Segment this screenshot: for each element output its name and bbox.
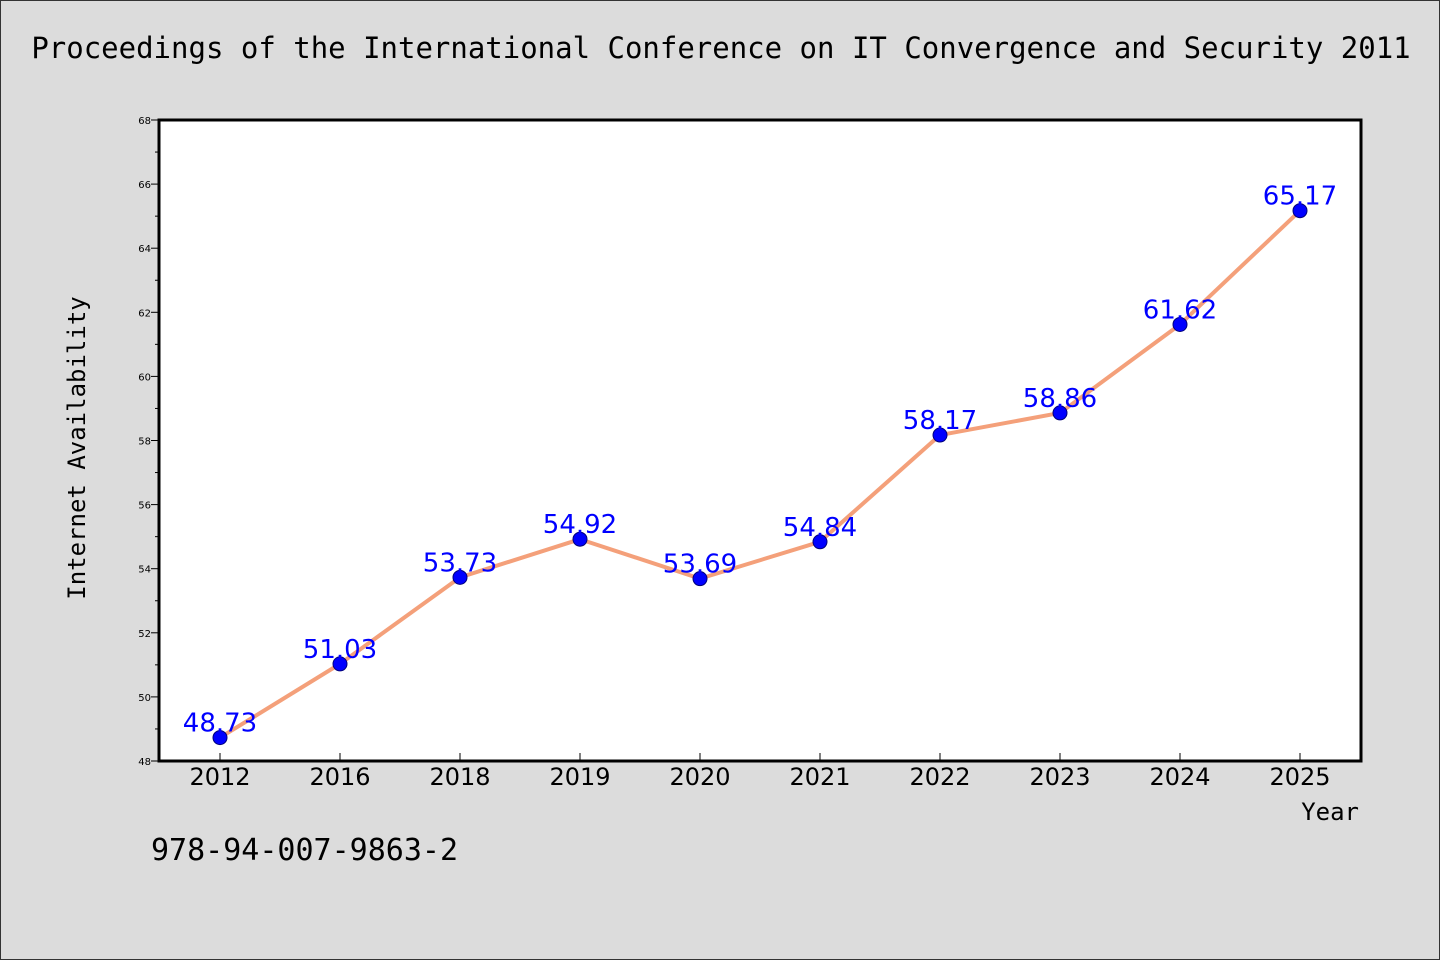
y-axis-title: Internet Availability <box>63 296 91 599</box>
data-point <box>932 427 948 443</box>
data-point <box>572 531 588 547</box>
y-tick-label: 64 <box>138 244 151 255</box>
y-tick-label: 56 <box>138 501 151 512</box>
x-tick-label: 2024 <box>1149 763 1210 791</box>
x-axis: 2012 2016 2018 2019 2020 2021 2022 2023 2024 2025 <box>189 753 1331 791</box>
data-label: 58.86 <box>1023 384 1097 414</box>
y-tick-label: 54 <box>138 565 151 576</box>
data-point <box>1172 316 1188 332</box>
data-point <box>212 730 228 746</box>
data-labels: 48.73 51.03 53.73 54.92 53.69 54.84 58.17 58.86… <box>183 182 1337 739</box>
x-tick-label: 2023 <box>1029 763 1090 791</box>
x-tick-label: 2012 <box>189 763 250 791</box>
y-tick-label: 50 <box>138 693 151 704</box>
data-point <box>452 569 468 585</box>
data-label: 53.73 <box>423 548 497 578</box>
x-tick-label: 2021 <box>789 763 850 791</box>
data-label: 54.92 <box>543 510 617 540</box>
x-tick-label: 2025 <box>1269 763 1330 791</box>
x-tick-label: 2019 <box>549 763 610 791</box>
data-point <box>812 534 828 550</box>
x-tick-label: 2020 <box>669 763 730 791</box>
chart-title: Proceedings of the International Confere… <box>31 31 1411 65</box>
y-tick-label: 48 <box>138 757 151 768</box>
plot-area <box>157 118 1363 763</box>
data-point <box>692 571 708 587</box>
y-axis: 48 50 52 54 56 58 60 62 64 66 68 <box>138 116 159 768</box>
data-label: 58.17 <box>903 406 977 436</box>
x-tick-label: 2016 <box>309 763 370 791</box>
data-markers <box>212 203 1308 746</box>
y-tick-label: 52 <box>138 629 151 640</box>
y-tick-label: 68 <box>138 116 151 127</box>
data-label: 65.17 <box>1263 182 1337 212</box>
isbn-text: 978-94-007-9863-2 <box>151 833 459 868</box>
series-line <box>218 209 1302 740</box>
data-label: 61.62 <box>1143 295 1217 325</box>
x-tick-label: 2018 <box>429 763 490 791</box>
data-label: 53.69 <box>663 550 737 580</box>
y-tick-label: 58 <box>138 437 151 448</box>
data-label: 54.84 <box>783 513 857 543</box>
y-tick-label: 62 <box>138 308 151 319</box>
y-tick-label: 60 <box>138 372 151 383</box>
data-point <box>1052 405 1068 421</box>
data-point <box>1292 203 1308 219</box>
data-point <box>332 656 348 672</box>
data-label: 51.03 <box>303 635 377 665</box>
x-tick-label: 2022 <box>909 763 970 791</box>
x-axis-title: Year <box>1301 798 1359 826</box>
y-tick-label: 66 <box>138 180 151 191</box>
data-label: 48.73 <box>183 709 257 739</box>
